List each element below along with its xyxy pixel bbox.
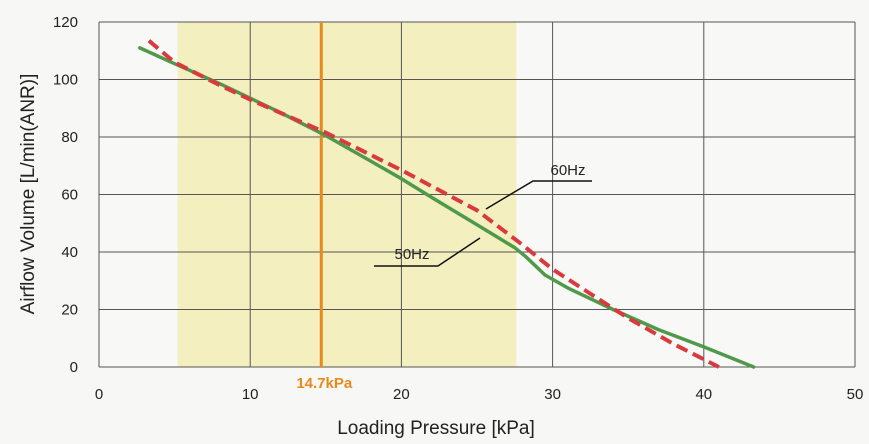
x-tick-label: 50 xyxy=(847,386,864,403)
annotation-layer: 60Hz 50Hz xyxy=(374,162,592,267)
series-layer xyxy=(138,39,756,369)
x-tick-label: 10 xyxy=(242,386,259,403)
y-tick-label: 20 xyxy=(61,302,78,319)
y-tick-label: 120 xyxy=(53,14,78,31)
grid-layer xyxy=(98,21,856,368)
y-axis-title: Airflow Volume [L/min(ANR)] xyxy=(18,74,39,315)
annotation-label-50hz: 50Hz xyxy=(394,246,429,263)
marker-label: 14.7kPa xyxy=(296,375,353,392)
tick-label-layer: 0 10 20 30 40 50 0 20 40 60 80 100 120 xyxy=(53,14,863,403)
y-tick-label: 40 xyxy=(61,244,78,261)
x-tick-label: 20 xyxy=(393,386,410,403)
x-axis-title: Loading Pressure [kPa] xyxy=(337,418,535,439)
x-tick-label: 40 xyxy=(695,386,712,403)
y-tick-label: 0 xyxy=(70,359,78,376)
y-tick-label: 60 xyxy=(61,187,78,204)
y-tick-label: 100 xyxy=(53,72,78,89)
annotation-leader-50hz xyxy=(374,237,481,267)
y-tick-label: 80 xyxy=(61,129,78,146)
x-tick-label: 0 xyxy=(95,386,103,403)
marker-layer: 14.7kPa xyxy=(296,22,353,392)
annotation-leader-60hz xyxy=(485,180,592,210)
x-tick-label: 30 xyxy=(544,386,561,403)
annotation-label-60hz: 60Hz xyxy=(550,162,585,179)
series-line-60hz xyxy=(147,39,720,369)
